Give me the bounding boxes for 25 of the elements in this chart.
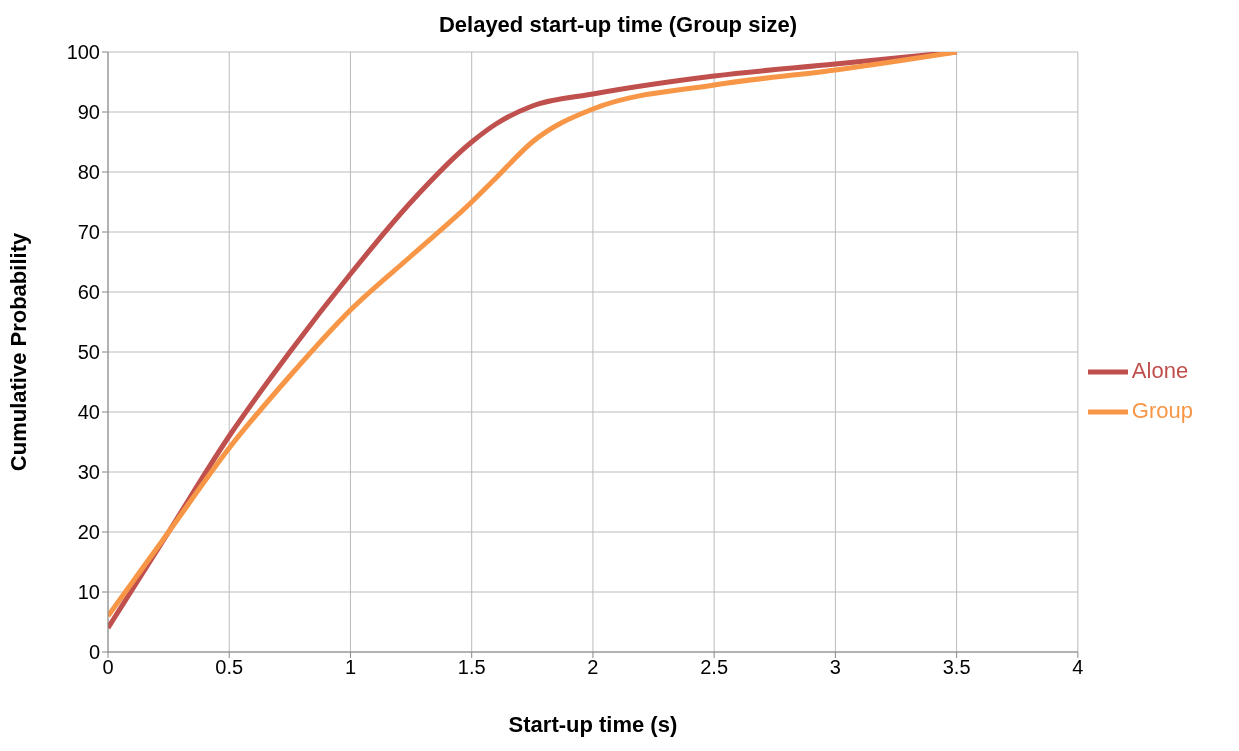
y-tick-label: 30 [77, 461, 100, 484]
x-tick-label: 0 [102, 656, 114, 679]
x-tick-label: 3 [829, 656, 841, 679]
x-tick-label: 2 [587, 656, 599, 679]
y-tick-label: 50 [77, 341, 100, 364]
y-tick-label: 0 [88, 641, 100, 664]
chart-title: Delayed start-up time (Group size) [437, 11, 799, 39]
x-tick-label: 2.5 [700, 656, 729, 679]
y-tick-label: 40 [77, 401, 100, 424]
y-tick-label: 80 [77, 161, 100, 184]
y-tick-label: 90 [77, 101, 100, 124]
legend-label: Group [1131, 397, 1193, 423]
y-tick-label: 20 [77, 521, 100, 544]
x-tick-label: 0.5 [215, 656, 244, 679]
y-tick-label: 10 [77, 581, 100, 604]
legend-label: Alone [1131, 357, 1189, 383]
x-axis-title: Start-up time (s) [508, 712, 678, 737]
y-tick-label: 60 [77, 281, 100, 304]
y-tick-label: 100 [66, 41, 100, 64]
x-tick-label: 1.5 [457, 656, 486, 679]
y-axis-title: Cumulative Probability [5, 232, 31, 472]
y-tick-label: 70 [77, 221, 100, 244]
x-tick-label: 3.5 [942, 656, 971, 679]
x-tick-label: 4 [1072, 656, 1084, 679]
x-tick-label: 1 [344, 656, 357, 679]
